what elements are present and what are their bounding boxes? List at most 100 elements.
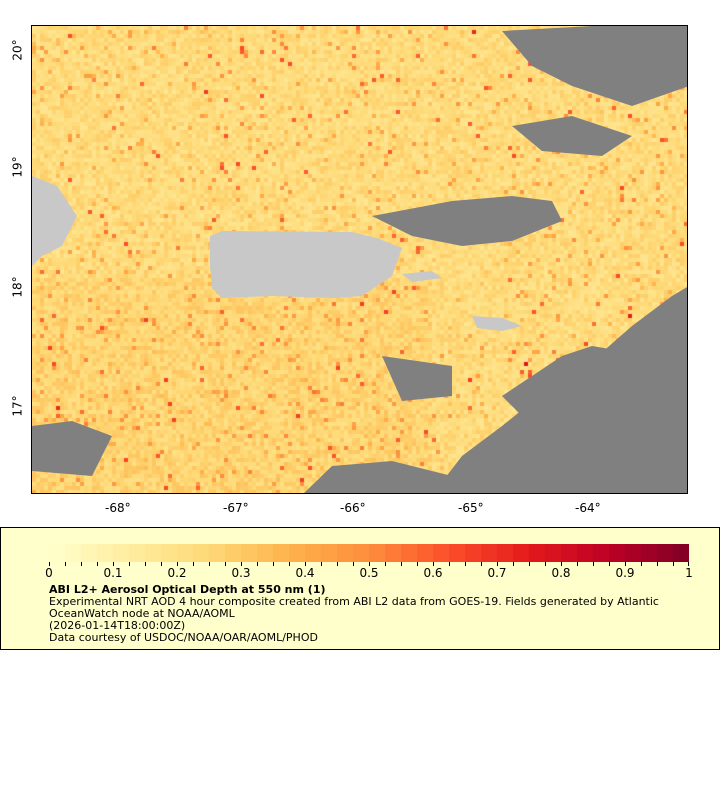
colorbar-swatch bbox=[593, 544, 609, 562]
colorbar-swatch bbox=[161, 544, 177, 562]
colorbar-swatch bbox=[561, 544, 577, 562]
lat-tick-label: 18° bbox=[10, 276, 25, 298]
lon-tick-label: -64° bbox=[575, 501, 601, 515]
colorbar-swatch bbox=[65, 544, 81, 562]
colorbar-tick bbox=[688, 562, 689, 566]
land-puerto-rico bbox=[210, 231, 402, 298]
colorbar-swatch bbox=[209, 544, 225, 562]
colorbar-swatch bbox=[97, 544, 113, 562]
colorbar-swatch bbox=[481, 544, 497, 562]
colorbar-tick bbox=[257, 562, 258, 566]
colorbar-swatch bbox=[273, 544, 289, 562]
colorbar-tick bbox=[49, 562, 50, 566]
colorbar-swatch bbox=[449, 544, 465, 562]
colorbar-swatch bbox=[673, 544, 689, 562]
no-data-region bbox=[372, 196, 562, 246]
colorbar-tick bbox=[193, 562, 194, 566]
colorbar-swatch bbox=[609, 544, 625, 562]
legend-description-cont: OceanWatch node at NOAA/AOML bbox=[49, 607, 235, 620]
colorbar-swatch bbox=[625, 544, 641, 562]
colorbar-swatch bbox=[369, 544, 385, 562]
colorbar-swatch bbox=[641, 544, 657, 562]
colorbar-swatch bbox=[417, 544, 433, 562]
lat-tick-label: 19° bbox=[10, 156, 25, 178]
colorbar-tick bbox=[225, 562, 226, 566]
colorbar-tick bbox=[353, 562, 354, 566]
colorbar-label: 0.2 bbox=[167, 566, 187, 580]
colorbar-tick bbox=[129, 562, 130, 566]
colorbar-swatch bbox=[49, 544, 65, 562]
lat-tick-label: 17° bbox=[10, 395, 25, 417]
colorbar-tick bbox=[465, 562, 466, 566]
colorbar-tick bbox=[241, 562, 242, 566]
colorbar-label: 0.8 bbox=[551, 566, 571, 580]
colorbar-swatch bbox=[433, 544, 449, 562]
no-data-region bbox=[502, 346, 652, 426]
colorbar-swatch bbox=[193, 544, 209, 562]
colorbar-swatch bbox=[81, 544, 97, 562]
colorbar-swatch bbox=[513, 544, 529, 562]
colorbar-swatch bbox=[225, 544, 241, 562]
no-data-region bbox=[32, 421, 112, 476]
colorbar-tick bbox=[481, 562, 482, 566]
colorbar-tick bbox=[529, 562, 530, 566]
colorbar-tick bbox=[161, 562, 162, 566]
colorbar-tick bbox=[145, 562, 146, 566]
colorbar-label: 0.3 bbox=[231, 566, 251, 580]
colorbar-tick bbox=[289, 562, 290, 566]
lat-tick-label: 20° bbox=[10, 39, 25, 61]
colorbar-swatch bbox=[497, 544, 513, 562]
colorbar-tick bbox=[273, 562, 274, 566]
colorbar-tick bbox=[513, 562, 514, 566]
land-island bbox=[402, 271, 442, 282]
land-island bbox=[472, 316, 522, 331]
colorbar-tick bbox=[561, 562, 562, 566]
colorbar-label: 1 bbox=[685, 566, 693, 580]
colorbar-label: 0.7 bbox=[487, 566, 507, 580]
colorbar-swatch bbox=[113, 544, 129, 562]
colorbar-tick bbox=[641, 562, 642, 566]
lon-tick-label: -65° bbox=[458, 501, 484, 515]
no-data-region bbox=[304, 461, 470, 493]
colorbar-tick bbox=[433, 562, 434, 566]
colorbar-swatch bbox=[337, 544, 353, 562]
colorbar bbox=[49, 544, 689, 562]
colorbar-swatch bbox=[289, 544, 305, 562]
colorbar-tick bbox=[65, 562, 66, 566]
colorbar-tick bbox=[209, 562, 210, 566]
colorbar-tick bbox=[321, 562, 322, 566]
colorbar-swatch bbox=[177, 544, 193, 562]
colorbar-swatch bbox=[545, 544, 561, 562]
colorbar-swatch bbox=[529, 544, 545, 562]
colorbar-swatch bbox=[321, 544, 337, 562]
colorbar-tick bbox=[625, 562, 626, 566]
colorbar-swatch bbox=[353, 544, 369, 562]
colorbar-tick bbox=[401, 562, 402, 566]
legend-credit: Data courtesy of USDOC/NOAA/OAR/AOML/PHO… bbox=[49, 631, 318, 644]
colorbar-tick bbox=[673, 562, 674, 566]
colorbar-label: 0.9 bbox=[615, 566, 635, 580]
colorbar-swatch bbox=[305, 544, 321, 562]
map-overlay bbox=[32, 26, 687, 493]
colorbar-tick bbox=[369, 562, 370, 566]
map-plot[interactable] bbox=[31, 25, 688, 494]
no-data-region bbox=[502, 26, 687, 106]
colorbar-label: 0.1 bbox=[103, 566, 123, 580]
colorbar-swatch bbox=[385, 544, 401, 562]
colorbar-tick bbox=[577, 562, 578, 566]
colorbar-label: 0 bbox=[45, 566, 53, 580]
lon-tick-label: -67° bbox=[223, 501, 249, 515]
colorbar-tick bbox=[113, 562, 114, 566]
colorbar-label: 0.6 bbox=[423, 566, 443, 580]
colorbar-tick bbox=[177, 562, 178, 566]
colorbar-swatch bbox=[657, 544, 673, 562]
colorbar-tick bbox=[417, 562, 418, 566]
colorbar-tick bbox=[305, 562, 306, 566]
colorbar-swatch bbox=[577, 544, 593, 562]
legend-title: ABI L2+ Aerosol Optical Depth at 550 nm … bbox=[49, 583, 326, 596]
colorbar-tick bbox=[593, 562, 594, 566]
colorbar-swatch bbox=[241, 544, 257, 562]
legend-time: (2026-01-14T18:00:00Z) bbox=[49, 619, 186, 632]
colorbar-swatch bbox=[465, 544, 481, 562]
legend-description: Experimental NRT AOD 4 hour composite cr… bbox=[49, 595, 659, 608]
